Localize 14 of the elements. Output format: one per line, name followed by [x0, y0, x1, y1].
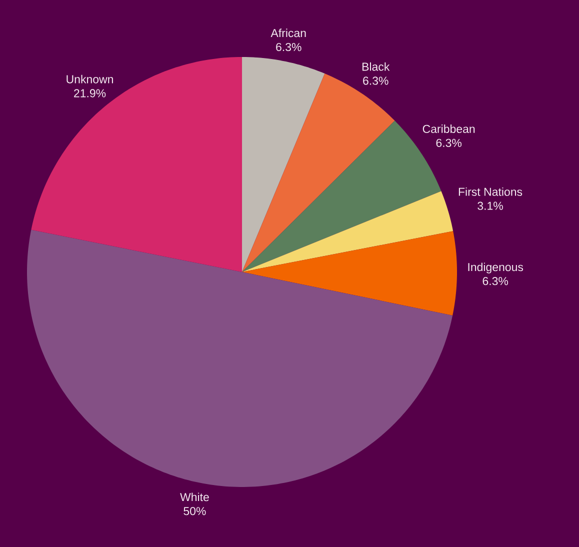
slice-label: Caribbean — [422, 124, 475, 133]
data-label: 6.3% — [363, 76, 388, 85]
slice-label: African — [270, 28, 306, 38]
data-label: 3.1% — [478, 202, 503, 210]
slice-label: First Nations — [458, 187, 522, 196]
slice-label: Indigenous — [468, 262, 524, 274]
data-label: 50% — [184, 507, 206, 516]
slice-label: Unknown — [66, 74, 113, 84]
data-label: 6.3% — [482, 277, 508, 286]
data-label: 21.9% — [74, 89, 106, 98]
data-label: 6.3% — [276, 42, 302, 52]
slice-label: White — [180, 492, 209, 502]
slice-label: Black — [362, 62, 390, 71]
data-label: 6.3% — [436, 138, 462, 147]
